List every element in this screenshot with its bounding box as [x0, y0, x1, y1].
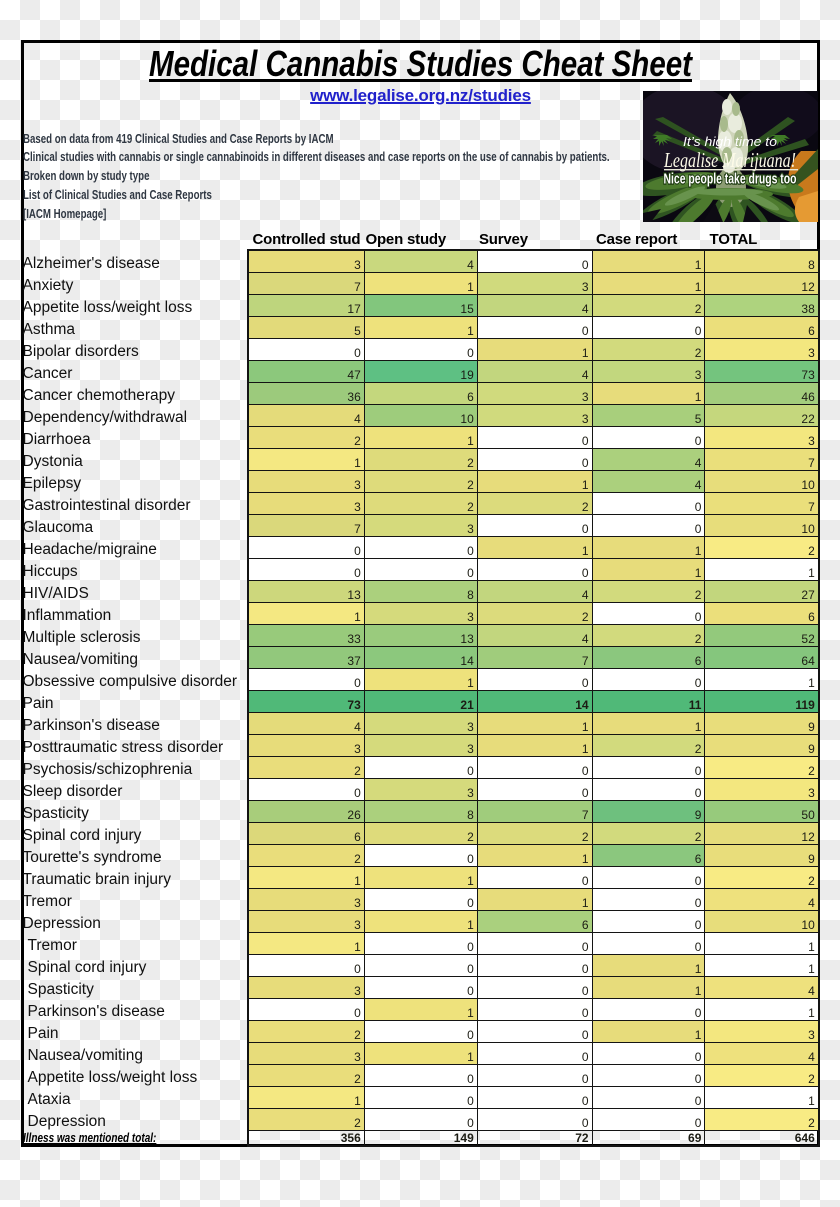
svg-text:It’s high time to: It’s high time to — [683, 135, 777, 149]
svg-text:Nice people take drugs too: Nice people take drugs too — [663, 170, 796, 187]
svg-text:Legalise Marijuana!: Legalise Marijuana! — [663, 148, 796, 172]
